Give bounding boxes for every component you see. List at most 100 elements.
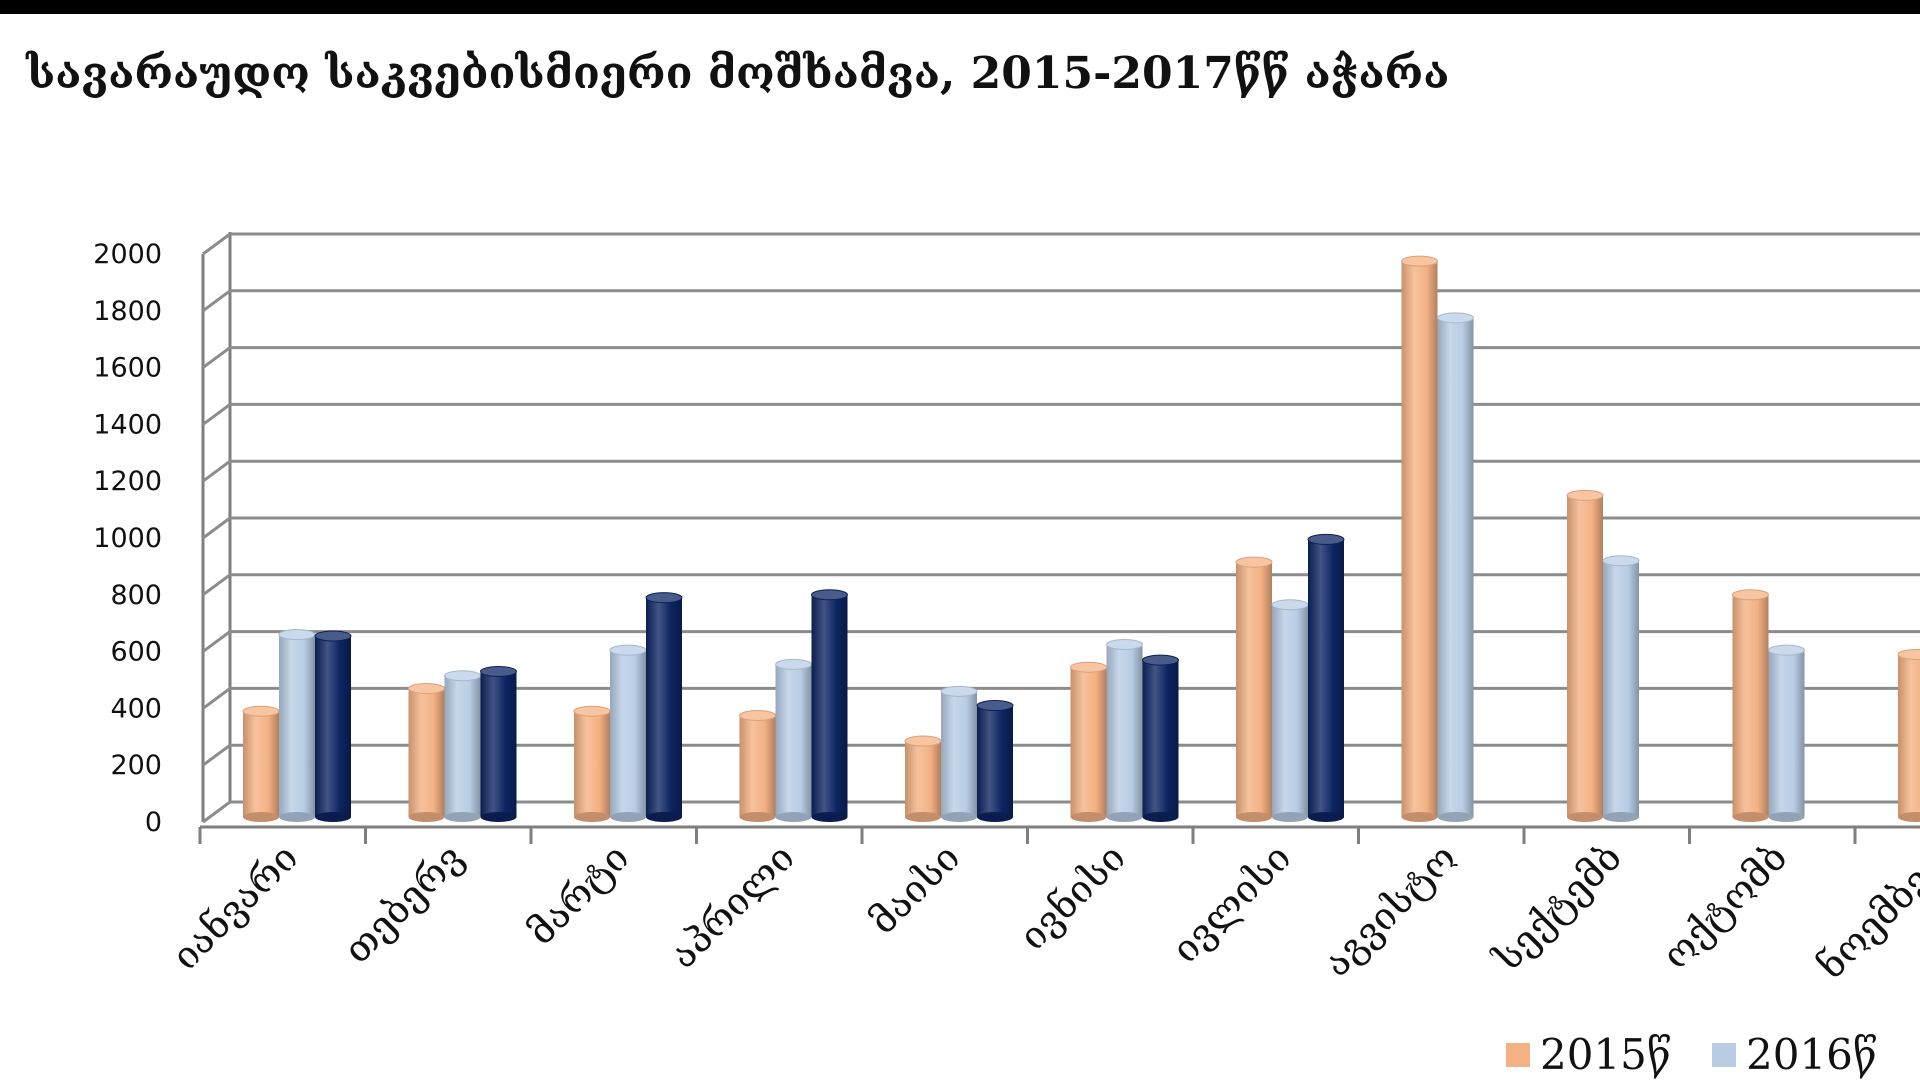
bar [480,665,517,822]
bar-body [1437,317,1474,817]
bar [1401,255,1438,822]
bar-body [1272,604,1308,817]
bar-top [904,735,942,747]
x-category-label: ივნისი [1011,835,1134,958]
bar-base [1437,812,1474,822]
bar-body [1070,667,1107,817]
bar [1566,489,1604,822]
bar-base [1308,812,1344,822]
bar-top [775,658,812,670]
y-tick-label: 600 [110,637,162,668]
bar-top [1897,648,1920,660]
gridline-depth [202,630,231,653]
bar [1106,639,1143,822]
bar-top [1271,599,1309,611]
bar-body [905,741,941,817]
y-tick-label: 1800 [93,296,162,327]
bar-body [444,675,481,817]
bars [242,255,1920,822]
gridline-depth [202,743,231,767]
legend-swatch [1712,1043,1736,1067]
bar-top [1070,661,1107,673]
bar-top [444,670,481,682]
x-axis: იანვარი თებერვ მარტი აპრილი მაისი ივნისი ივლის… [163,825,1920,988]
bar [1235,556,1273,822]
bar [278,629,316,822]
gridline-depth [202,516,231,540]
y-tick-label: 400 [110,693,162,724]
bar [811,589,848,822]
bar-top [976,700,1014,712]
bar-base [279,812,315,822]
bar [609,644,647,822]
bar [444,670,481,822]
top-border [0,0,1920,14]
bar-top [314,630,352,642]
bar-top [408,683,445,695]
bar-base [315,812,351,822]
bar-body [1567,495,1603,817]
bar-body [1768,650,1805,817]
y-tick-label: 200 [110,750,162,781]
bar-top [940,685,978,697]
x-category-label: ნოემბერ [1809,835,1920,987]
bar-body [480,671,517,817]
bar-body [1401,261,1438,818]
y-tick-label: 1600 [93,353,162,384]
y-axis-ticks: 0 200 400 600 800 1000 1200 1400 1600 1800 2000 [93,239,162,838]
bar-base [1142,812,1179,822]
bar-base [1070,812,1107,822]
bar-body [1106,644,1143,817]
bar-body [1236,562,1272,817]
bar-top [1602,555,1640,567]
x-category-label: ოქტომბ [1653,835,1795,977]
bar-top [242,705,280,717]
bar [1768,644,1805,822]
bar-base [1272,812,1308,822]
bar-base [408,812,445,822]
bar-base [1106,812,1143,822]
y-tick-label: 800 [110,580,162,611]
legend-label: 2016წ [1746,1030,1877,1079]
legend: 2015წ 2016წ [1506,1030,1877,1079]
x-category-label: აგვისტო [1315,835,1465,985]
bar-top [1732,589,1769,601]
bar [1271,599,1309,822]
bar-body [243,711,279,817]
gridline-depth [202,232,231,256]
bar-top [278,629,316,641]
bar [408,683,445,822]
bar-top [1566,489,1604,501]
bar-base [739,812,776,822]
x-category-label: ივლისი [1163,835,1299,971]
legend-swatch [1506,1043,1530,1067]
bar-body [811,594,848,817]
bar-top [480,665,517,677]
bar-base [1567,812,1603,822]
bar-top [1142,654,1179,666]
bar-top [1437,312,1474,324]
bar-top [1401,255,1438,267]
bar-body [574,711,610,817]
bar-top [1106,639,1143,650]
bar-top [1307,533,1345,545]
bar-top [573,705,611,717]
bar-top [1235,556,1273,568]
bar-base [905,812,941,822]
bar-base [444,812,481,822]
bar [1142,654,1179,822]
bar [976,700,1014,822]
bar-base [1768,812,1805,822]
bar-base [941,812,977,822]
gridline-depth [202,800,231,824]
x-category-label: მარტი [519,835,638,954]
bar [775,658,812,822]
bar [739,710,776,822]
bar-body [775,664,812,817]
bar-body [1603,560,1639,817]
x-category-label: იანვარი [163,835,306,978]
bar [1732,589,1769,822]
x-category-label: სექტემბ [1485,835,1630,980]
bar-body [279,634,315,817]
x-category-label: მაისი [861,835,969,943]
